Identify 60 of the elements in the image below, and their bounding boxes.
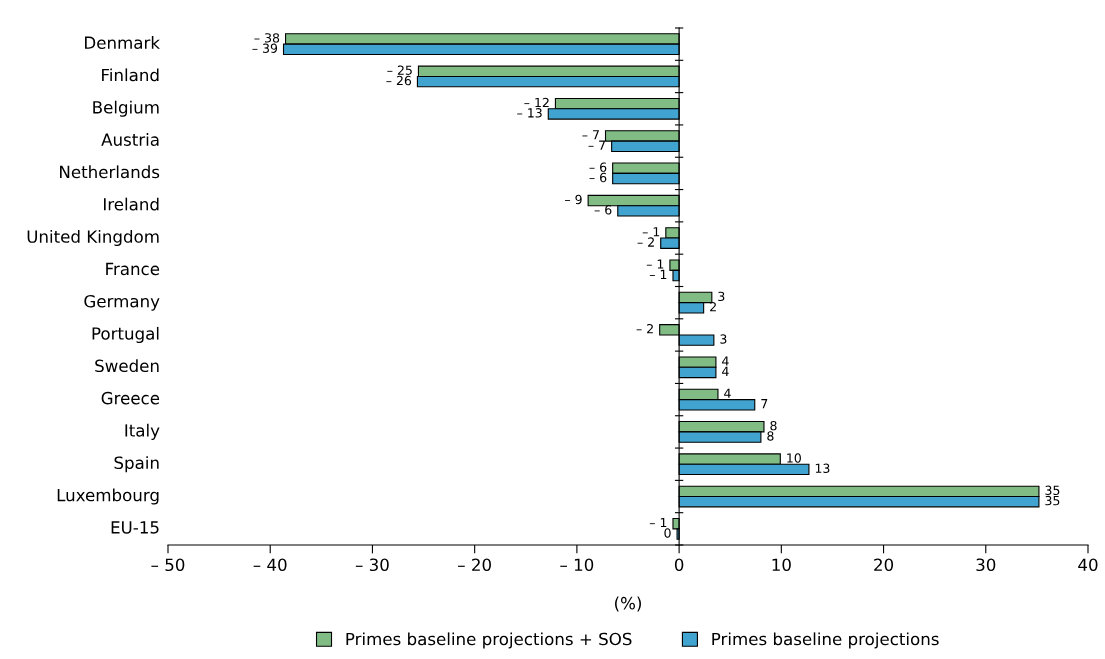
y-tick-label: Portugal [92,326,159,344]
y-tick-label: Netherlands [60,165,160,179]
data-label: 3 [718,291,725,302]
data-label: – 38 [254,33,280,43]
data-label: 3 [720,334,727,344]
x-tick-label: 40 [1078,558,1098,572]
x-tick-label: 20 [874,558,894,572]
x-tick-label: – 50 [151,558,185,572]
y-tick-label: Luxembourg [57,488,159,505]
y-tick-label: EU-15 [111,521,159,534]
data-label: 8 [770,420,777,431]
data-label: 4 [722,366,729,376]
data-label: – 7 [582,130,599,140]
y-tick-label: Italy [125,423,160,440]
data-label: 35 [1045,495,1060,506]
data-label: – 25 [387,65,412,75]
data-label: 4 [724,388,731,398]
data-label: – 7 [588,140,606,150]
data-label: – 2 [636,323,653,334]
x-tick-label: 30 [976,558,996,572]
data-label: – 2 [637,237,654,247]
data-label: 0 [664,528,671,538]
y-tick-label: Finland [102,68,159,82]
data-label: – 9 [565,194,582,205]
data-label: 10 [787,453,801,463]
y-tick-label: Belgium [93,100,159,117]
data-label: – 6 [589,162,607,172]
data-label: 35 [1045,485,1060,495]
y-tick-label: Austria [101,133,159,146]
y-tick-label: Greece [101,391,160,405]
data-label: – 6 [589,172,607,183]
legend-label: Primes baseline projections [712,632,939,649]
data-label: – 26 [386,75,412,86]
y-tick-label: France [106,262,160,276]
y-tick-label: Spain [114,456,159,473]
x-tick-label: – 10 [560,558,594,572]
x-axis-title: (%) [615,596,641,612]
x-tick-label: 10 [772,558,791,572]
data-label: – 1 [646,259,664,269]
data-label: – 13 [517,108,542,118]
data-label: – 6 [594,205,612,215]
data-label: – 1 [642,227,660,237]
data-label: – 1 [649,269,667,279]
data-label: 8 [767,431,774,441]
data-label: 13 [815,463,830,474]
x-tick-label: – 40 [253,558,287,572]
y-tick-label: Germany [84,294,160,311]
data-label: – 1 [649,518,667,528]
data-label: – 39 [252,43,278,53]
y-tick-label: Ireland [104,197,159,211]
y-tick-label: United Kingdom [27,229,159,247]
data-label: 4 [722,356,729,366]
legend-label: Primes baseline projections + SOS [346,632,632,649]
data-label: 7 [761,399,768,409]
x-tick-label: – 30 [355,558,389,572]
y-tick-label: Denmark [85,36,160,49]
y-tick-label: Sweden [95,359,159,373]
data-label: – 12 [524,97,549,108]
x-tick-label: 0 [674,558,684,572]
x-tick-label: – 20 [458,558,491,572]
